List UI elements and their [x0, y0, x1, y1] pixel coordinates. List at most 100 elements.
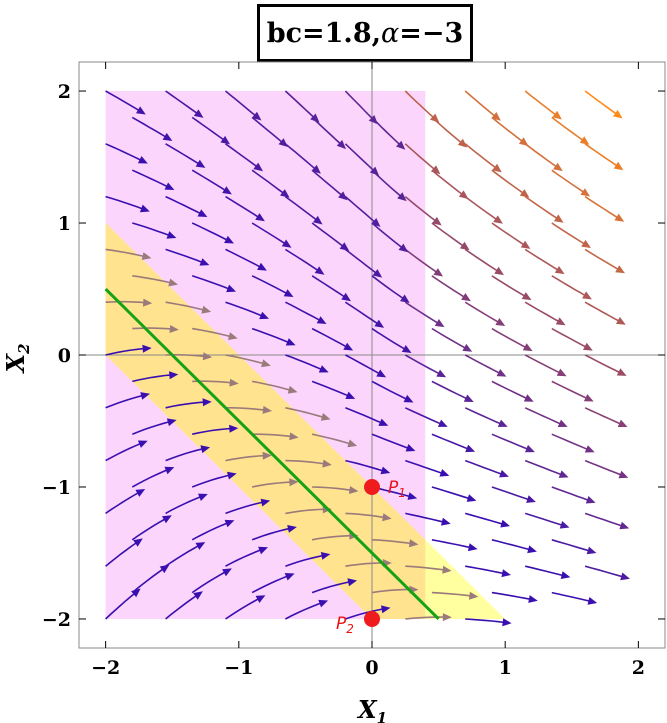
stream-arrowhead	[278, 138, 288, 147]
streamline	[344, 195, 377, 224]
stream-arrowhead	[229, 424, 239, 433]
streamline	[404, 248, 439, 274]
streamline	[165, 195, 202, 215]
y-tick-label: 0	[58, 345, 71, 367]
stream-arrowhead	[432, 216, 442, 226]
point-label-P2: P2	[336, 614, 354, 636]
overlap-region	[105, 223, 426, 619]
stream-arrowhead	[436, 369, 447, 378]
streamline	[551, 486, 590, 502]
stream-arrowhead	[525, 444, 535, 453]
stream-arrowhead	[557, 419, 568, 427]
streamline	[131, 517, 167, 541]
stream-arrowhead	[587, 597, 598, 605]
streamline	[132, 420, 171, 435]
streamline	[132, 327, 173, 330]
streamline	[105, 491, 140, 515]
streamline	[524, 407, 562, 426]
stream-arrowhead	[378, 418, 389, 426]
streamline	[584, 512, 624, 528]
stream-arrowhead	[396, 140, 406, 150]
stream-arrowhead	[258, 546, 268, 555]
streamline	[251, 327, 290, 344]
streamline	[285, 554, 324, 567]
stream-arrowhead	[336, 140, 346, 150]
stream-arrowhead	[133, 538, 143, 547]
stream-arrowhead	[164, 466, 175, 475]
streamline	[311, 433, 352, 445]
stream-arrowhead	[584, 445, 595, 453]
stream-arrowhead	[198, 493, 208, 501]
streamline	[284, 195, 318, 222]
streamline	[431, 380, 469, 400]
stream-arrowhead	[311, 164, 321, 174]
streamline	[165, 248, 204, 264]
stream-arrowhead	[338, 191, 348, 201]
stream-arrowhead	[580, 188, 591, 197]
stream-arrowhead	[617, 419, 628, 427]
stream-arrowhead	[347, 439, 358, 448]
stream-arrowhead	[520, 240, 531, 249]
x-axis-label: X1	[356, 695, 387, 723]
streamline	[132, 374, 172, 383]
streamline	[131, 116, 168, 139]
stream-arrowhead	[169, 371, 179, 380]
stream-arrowhead	[558, 470, 569, 478]
streamline	[191, 570, 227, 594]
streamline	[131, 567, 165, 594]
streamline	[165, 447, 204, 462]
stream-arrowhead	[195, 159, 206, 168]
streamline	[464, 301, 500, 324]
streamline	[431, 539, 472, 549]
streamline	[371, 327, 407, 351]
streamline	[464, 512, 504, 526]
stream-arrowhead	[343, 342, 354, 351]
stream-arrowhead	[408, 539, 419, 548]
stream-arrowhead	[441, 517, 451, 526]
x-axis-label-main: X	[356, 695, 378, 723]
streamline	[465, 618, 506, 624]
stream-arrowhead	[586, 546, 597, 555]
streamline	[285, 508, 326, 515]
streamline	[551, 275, 587, 297]
streamline	[191, 169, 227, 192]
stream-arrowhead	[140, 392, 150, 400]
streamline	[491, 380, 529, 400]
stream-arrowhead	[499, 469, 509, 478]
stream-arrowhead	[581, 239, 591, 248]
stream-arrowhead	[314, 266, 325, 275]
streamline	[311, 116, 342, 146]
streamline	[312, 486, 353, 492]
stream-arrowhead	[229, 378, 239, 387]
stream-arrowhead	[262, 451, 272, 460]
stream-arrowhead	[159, 564, 170, 574]
stream-arrowhead	[369, 166, 380, 176]
stream-arrowhead	[262, 405, 272, 414]
stream-arrowhead	[582, 291, 592, 300]
streamline	[524, 512, 564, 527]
stream-arrowhead	[228, 332, 238, 340]
streamline	[311, 380, 350, 397]
stream-arrowhead	[348, 486, 359, 494]
y-tick-label: −1	[42, 477, 71, 499]
streamline	[165, 401, 206, 409]
streamline	[284, 143, 317, 171]
stream-arrowhead	[500, 519, 510, 528]
stream-arrowhead	[492, 163, 502, 173]
stream-arrowhead	[434, 319, 445, 328]
streamline	[285, 459, 326, 465]
stream-arrowhead	[285, 338, 296, 346]
streamline	[404, 354, 441, 375]
streamline	[405, 565, 446, 571]
stream-arrowhead	[461, 293, 471, 302]
stream-arrowhead	[382, 513, 392, 522]
streamline	[251, 116, 284, 144]
streamline	[491, 116, 524, 143]
chart-title-suffix: =−3	[399, 17, 464, 49]
streamline	[344, 90, 374, 121]
streamline	[584, 565, 624, 578]
stream-arrowhead	[368, 115, 378, 125]
stream-arrowhead	[164, 182, 175, 190]
streamline	[584, 459, 623, 477]
stream-arrowhead	[465, 444, 476, 453]
